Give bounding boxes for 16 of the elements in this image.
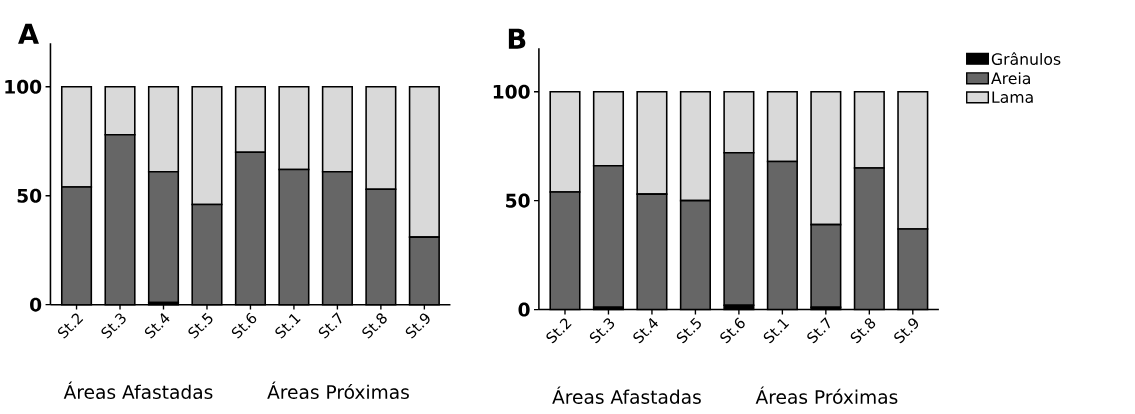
y-tick-label: 100 xyxy=(5,79,42,94)
y-tick-label: 0 xyxy=(518,302,530,317)
x-tick-label: St.1 xyxy=(763,319,790,344)
y-tick-label: 50 xyxy=(506,193,530,208)
text: Áreas Próximas xyxy=(755,386,898,405)
y-tick-label: 0 xyxy=(30,297,42,312)
y-tick-label: 50 xyxy=(17,188,42,203)
legend-label: Lama xyxy=(992,91,1033,104)
text: Áreas Afastadas xyxy=(552,386,701,405)
chart-title: A xyxy=(18,23,39,44)
chart-title: B xyxy=(508,28,526,49)
text: Áreas Afastadas xyxy=(63,381,213,400)
y-tick-label: 100 xyxy=(493,84,530,99)
legend-label: Areia xyxy=(991,72,1030,85)
text: Áreas Próximas xyxy=(267,381,409,400)
legend-label: Grânulos xyxy=(991,52,1061,66)
